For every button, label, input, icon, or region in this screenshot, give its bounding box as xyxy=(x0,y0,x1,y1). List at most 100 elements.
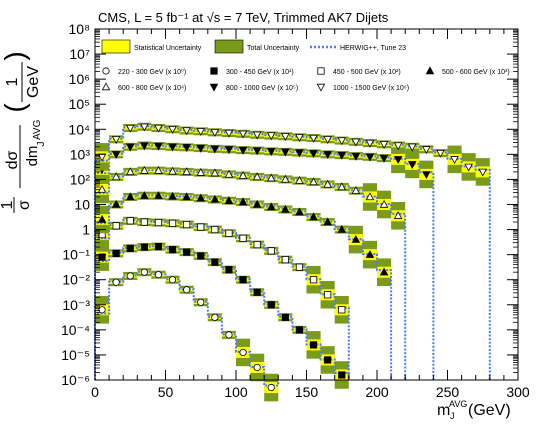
data-point xyxy=(309,134,318,143)
data-point xyxy=(154,142,163,151)
data-point xyxy=(281,313,289,321)
data-point xyxy=(351,234,361,243)
data-point xyxy=(309,150,318,158)
data-point xyxy=(295,263,304,271)
data-point xyxy=(183,220,191,229)
data-point xyxy=(281,148,290,157)
data-point xyxy=(238,130,248,139)
data-point xyxy=(351,138,361,147)
data-point xyxy=(196,144,206,153)
legend-marker-3 xyxy=(425,66,435,75)
data-point xyxy=(238,171,248,179)
data-point xyxy=(365,192,375,201)
legend-label-series-5: 800 - 1000 GeV (x 10⁵) xyxy=(226,85,298,92)
data-point xyxy=(225,266,233,274)
legend-label-series-2: 450 - 500 GeV (x 10²) xyxy=(333,69,401,76)
y-tick-label: 10⁻⁴ xyxy=(61,322,90,338)
data-point xyxy=(323,179,332,188)
data-point xyxy=(252,147,262,156)
data-point xyxy=(436,149,445,158)
data-point xyxy=(140,123,149,132)
data-point xyxy=(337,224,347,233)
data-point xyxy=(125,124,135,133)
data-point xyxy=(196,168,206,176)
series-2 xyxy=(94,216,350,380)
data-point xyxy=(253,241,261,249)
data-point xyxy=(182,127,191,136)
data-point xyxy=(126,244,134,252)
data-point xyxy=(168,246,177,254)
data-point xyxy=(337,151,347,160)
data-point xyxy=(266,173,276,182)
y-tick-label: 10² xyxy=(70,171,91,187)
data-point xyxy=(267,247,275,255)
x-tick-label: 300 xyxy=(506,384,530,400)
data-point xyxy=(422,171,431,180)
data-point xyxy=(154,191,163,199)
data-point xyxy=(295,176,304,184)
data-point xyxy=(140,142,149,151)
data-point xyxy=(338,306,346,314)
data-point xyxy=(125,143,135,152)
data-point xyxy=(210,168,220,177)
data-point xyxy=(365,153,375,162)
y-tick-label: 10 xyxy=(74,197,90,213)
data-point xyxy=(183,286,191,294)
data-point xyxy=(125,192,135,201)
data-point xyxy=(407,161,417,170)
y-tick-label: 10³ xyxy=(70,146,91,162)
data-point xyxy=(197,223,205,231)
data-point xyxy=(140,218,148,226)
data-point xyxy=(281,133,290,141)
data-point xyxy=(252,199,262,208)
data-point xyxy=(97,184,107,193)
legend-label-series-6: 1000 - 1500 GeV (x 10⁶) xyxy=(333,85,409,92)
data-point xyxy=(239,234,247,242)
herwig-curve xyxy=(94,169,407,380)
data-point xyxy=(154,271,163,279)
data-point xyxy=(239,276,247,284)
legend-label-mc: HERWIG++, Tune 23 xyxy=(340,45,406,52)
legend-marker-6 xyxy=(316,83,326,92)
x-tick-label: 250 xyxy=(436,384,460,400)
legend-marker-0 xyxy=(102,67,110,75)
data-point xyxy=(379,141,389,149)
data-point xyxy=(393,211,403,219)
data-point xyxy=(111,199,121,208)
herwig-curve xyxy=(94,245,350,380)
data-point xyxy=(379,199,389,208)
y-tick-label: 10⁴ xyxy=(68,121,90,137)
series-5 xyxy=(94,141,435,380)
data-point xyxy=(238,146,248,155)
data-point xyxy=(126,217,134,225)
data-point xyxy=(239,348,247,357)
legend-label-series-0: 220 - 300 GeV (x 10⁰) xyxy=(118,68,186,76)
svg-text:GeV: GeV xyxy=(25,66,42,98)
data-point xyxy=(324,356,332,364)
y-tick-label: 10⁶ xyxy=(69,71,90,87)
data-point xyxy=(422,146,431,154)
legend-label-stat: Statistical Uncertainty xyxy=(134,45,202,52)
chart-title: CMS, L = 5 fb⁻¹ at √s = 7 TeV, Trimmed A… xyxy=(98,10,389,25)
data-point xyxy=(154,243,163,251)
svg-text:AVG: AVG xyxy=(32,119,43,140)
series-4 xyxy=(94,166,407,380)
data-point xyxy=(211,258,219,266)
data-point xyxy=(210,194,220,203)
svg-text:J: J xyxy=(36,142,47,147)
svg-text:(: ( xyxy=(0,103,30,113)
y-tick-label: 1 xyxy=(82,222,90,238)
data-point xyxy=(168,126,177,134)
svg-text:AVG: AVG xyxy=(449,399,467,409)
legend-label-series-3: 500 - 600 GeV (x 10³) xyxy=(442,69,510,76)
data-point xyxy=(295,326,304,334)
svg-text:(GeV): (GeV) xyxy=(468,402,511,419)
data-point xyxy=(112,222,120,230)
data-point xyxy=(295,207,304,216)
data-point xyxy=(224,129,234,138)
legend-swatch-total xyxy=(214,39,244,54)
data-point xyxy=(210,129,220,137)
data-point xyxy=(365,139,375,148)
data-point xyxy=(393,142,403,151)
legend-marker-4 xyxy=(101,82,111,91)
